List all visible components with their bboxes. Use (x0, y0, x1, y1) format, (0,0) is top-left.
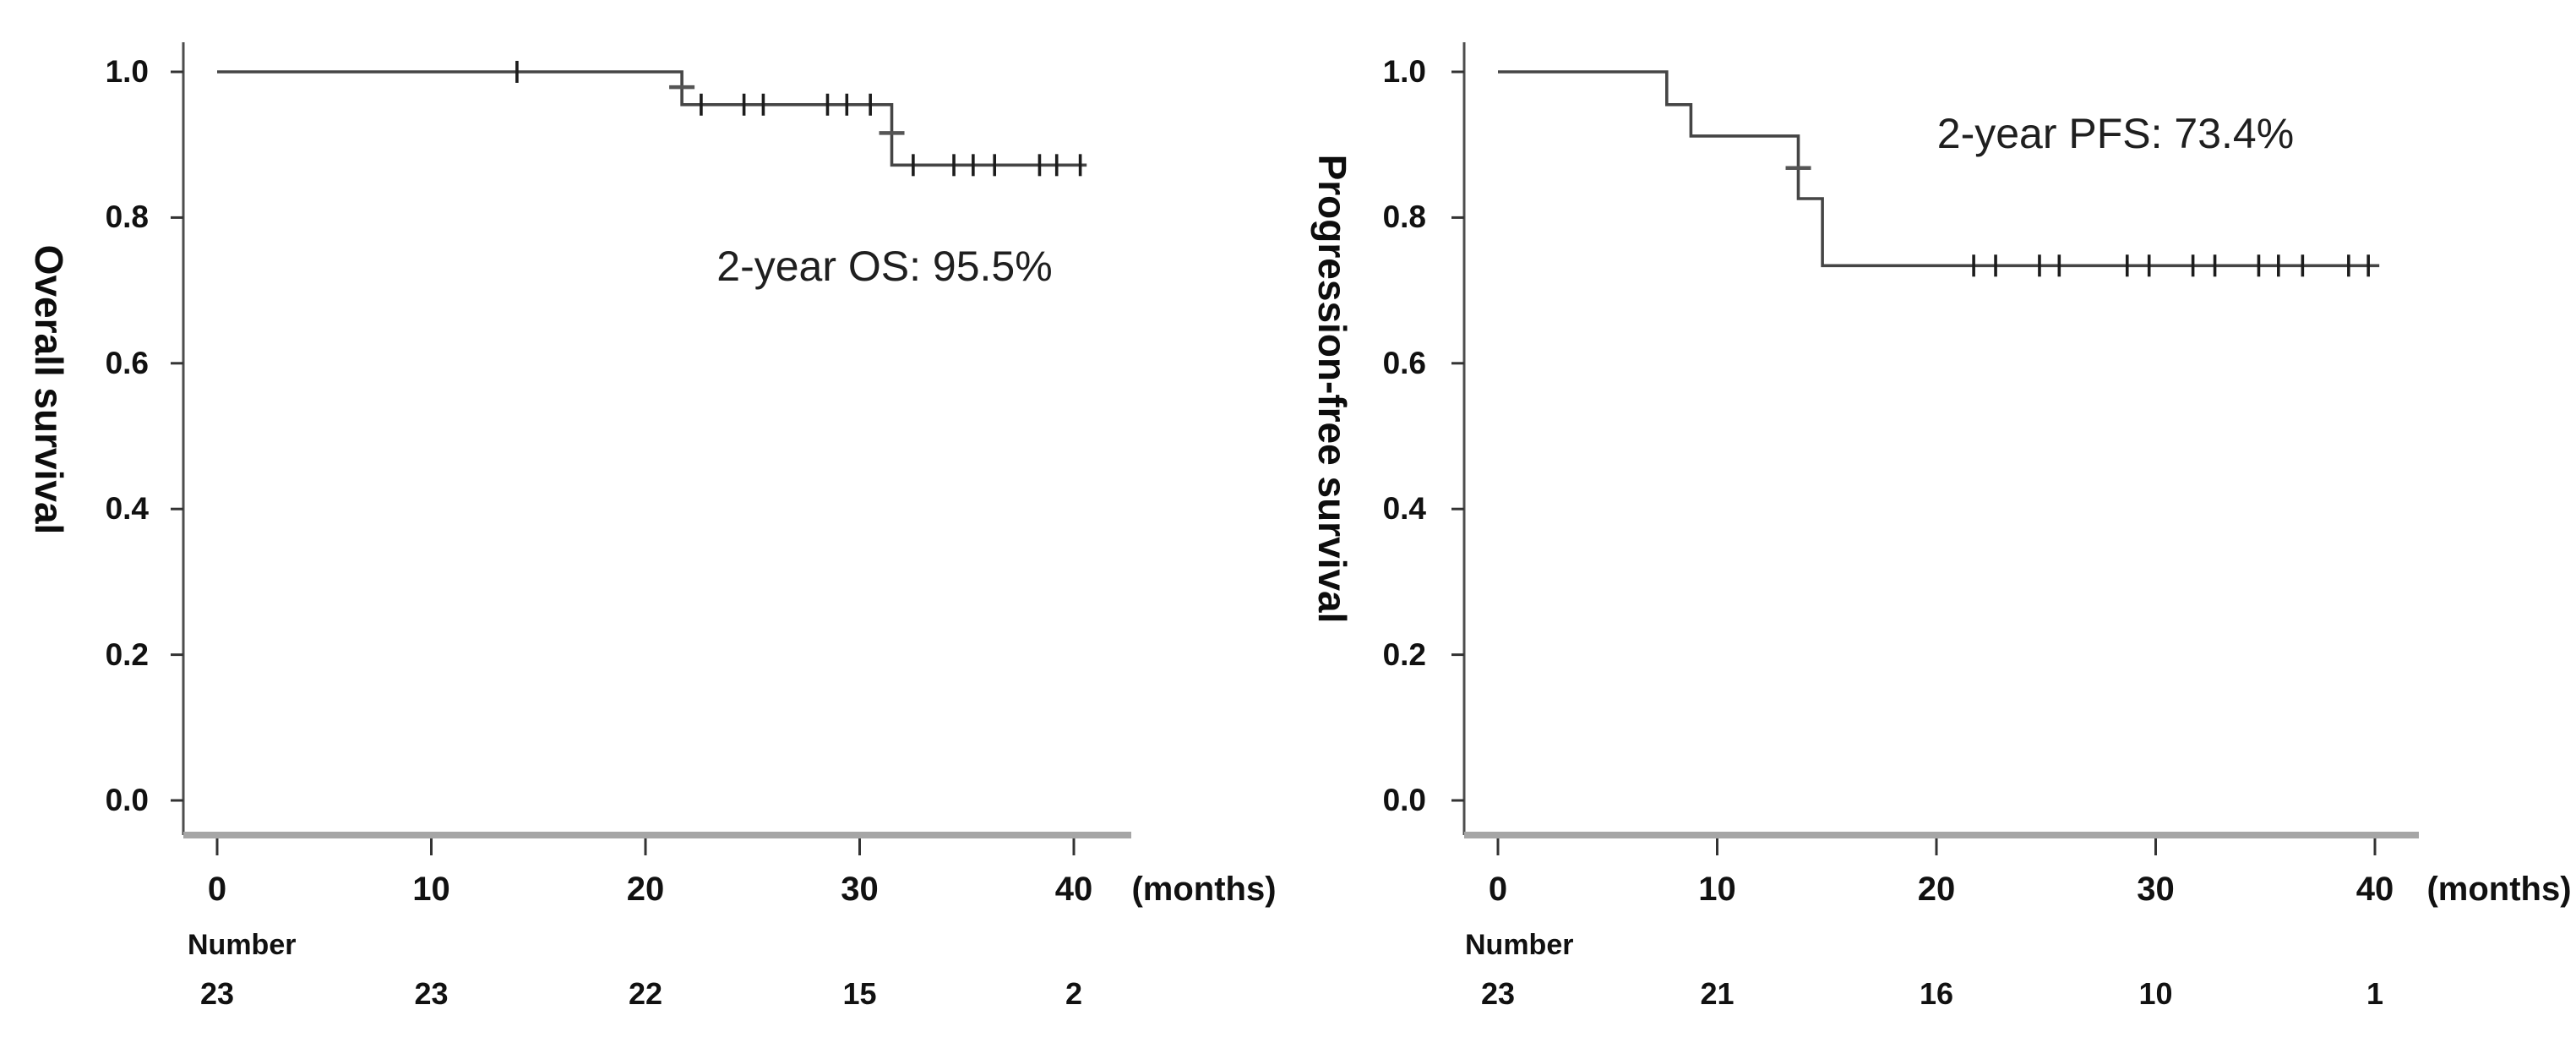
os-number-at-risk-label: Number (188, 929, 297, 961)
y-tick-label: 0.8 (105, 199, 149, 235)
y-tick-label: 1.0 (1382, 54, 1426, 89)
x-tick-label: 40 (2355, 871, 2394, 908)
x-tick-label: 20 (1917, 871, 1956, 908)
pfs-y-axis-title: Progression-free survival (1310, 154, 1354, 624)
number-at-risk-value: 15 (842, 976, 877, 1011)
number-at-risk-value: 16 (1919, 976, 1954, 1011)
x-tick-label: 10 (412, 871, 450, 908)
number-at-risk-value: 1 (2366, 976, 2384, 1011)
number-at-risk-value: 22 (628, 976, 663, 1011)
number-at-risk-value: 23 (199, 976, 235, 1011)
y-tick-label: 0.4 (105, 491, 149, 527)
survival-step-curve (1498, 70, 2380, 268)
pfs-months-unit-label: (months) (2426, 871, 2572, 908)
pfs-number-at-risk-label: Number (1465, 929, 1574, 961)
number-at-risk-value: 23 (1480, 976, 1516, 1011)
x-tick-label: 10 (1698, 871, 1736, 908)
number-at-risk-value: 2 (1065, 976, 1083, 1011)
x-tick-label: 0 (1488, 871, 1508, 908)
plot-canvas (1451, 42, 2419, 855)
x-tick-label: 20 (626, 871, 665, 908)
survival-step-curve (217, 70, 1087, 167)
plot-canvas (171, 42, 1131, 855)
y-tick-label: 0.0 (105, 783, 149, 817)
y-tick-label: 0.2 (1382, 636, 1426, 672)
y-tick-label: 0.6 (105, 345, 149, 380)
y-tick-label: 0.0 (1382, 783, 1426, 817)
pfs-annotation: 2-year PFS: 73.4% (1936, 110, 2295, 157)
y-tick-label: 0.4 (1382, 491, 1426, 527)
y-tick-label: 0.8 (1382, 199, 1426, 235)
y-tick-label: 0.2 (105, 636, 149, 672)
x-tick-label: 30 (841, 871, 879, 908)
overall-survival-chart: Overall survival 2-year OS: 95.5% (month… (27, 42, 1277, 1011)
y-tick-label: 0.6 (1382, 345, 1426, 380)
x-tick-label: 0 (207, 871, 227, 908)
number-at-risk-value: 21 (1700, 976, 1735, 1011)
x-tick-label: 30 (2137, 871, 2175, 908)
x-tick-label: 40 (1054, 871, 1093, 908)
os-annotation: 2-year OS: 95.5% (716, 243, 1053, 290)
number-at-risk-value: 10 (2138, 976, 2173, 1011)
number-at-risk-value: 23 (414, 976, 449, 1011)
os-y-axis-title: Overall survival (27, 244, 71, 535)
x-axis-line (183, 832, 1131, 838)
progression-free-survival-chart: Progression-free survival 2-year PFS: 73… (1288, 0, 2576, 1043)
os-months-unit-label: (months) (1131, 871, 1277, 908)
y-tick-label: 1.0 (105, 54, 149, 89)
x-axis-line (1464, 832, 2419, 838)
